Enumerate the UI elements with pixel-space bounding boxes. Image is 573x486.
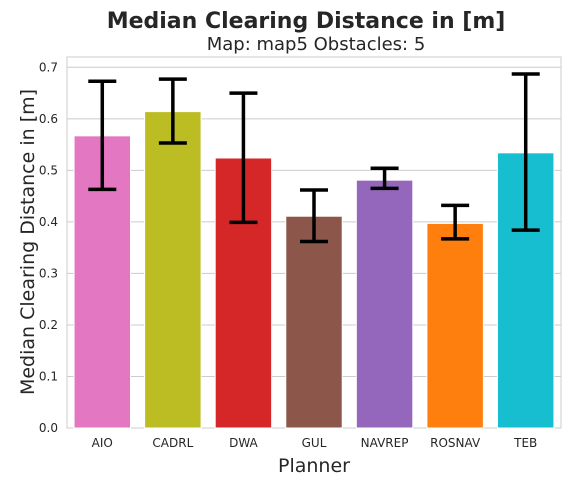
bar-dwa — [214, 157, 273, 429]
error-bar-navrep — [370, 166, 399, 191]
x-tick-label: GUL — [302, 436, 327, 450]
error-bars-layer — [88, 72, 540, 244]
bar-rosnav — [426, 222, 484, 429]
error-bar-cadrl — [158, 77, 187, 145]
y-tick-label: 0.4 — [39, 215, 58, 229]
chart-title: Median Clearing Distance in [m] — [107, 9, 506, 34]
y-tick-label: 0.0 — [39, 421, 58, 435]
x-axis-label: Planner — [278, 455, 350, 477]
error-bar-aio — [88, 79, 117, 192]
y-tick-label: 0.2 — [39, 318, 58, 332]
error-bar-gul — [300, 188, 328, 244]
x-tick-label: DWA — [229, 436, 258, 450]
y-tick-label: 0.5 — [39, 163, 58, 177]
error-bar-dwa — [229, 91, 258, 225]
y-tick-labels: 0.0 0.1 0.2 0.3 0.4 0.5 0.6 0.7 — [39, 60, 58, 435]
bar-navrep — [355, 179, 414, 429]
x-tick-label: CADRL — [152, 436, 193, 450]
bar-cadrl — [144, 111, 202, 429]
y-tick-label: 0.1 — [39, 369, 58, 383]
error-bar-teb — [511, 72, 540, 232]
x-tick-label: ROSNAV — [430, 436, 481, 450]
chart-subtitle: Map: map5 Obstacles: 5 — [207, 34, 426, 55]
y-axis-label: Median Clearing Distance in [m] — [17, 89, 39, 395]
y-tick-label: 0.7 — [39, 60, 58, 74]
x-tick-label: AIO — [92, 436, 113, 450]
y-tick-label: 0.6 — [39, 112, 58, 126]
x-tick-label: TEB — [513, 436, 537, 450]
bar-gul — [285, 215, 343, 429]
y-tick-label: 0.3 — [39, 266, 58, 280]
error-bar-rosnav — [441, 203, 470, 241]
x-tick-labels: AIO CADRL DWA GUL NAVREP ROSNAV TEB — [92, 436, 538, 450]
x-tick-label: NAVREP — [361, 436, 409, 450]
